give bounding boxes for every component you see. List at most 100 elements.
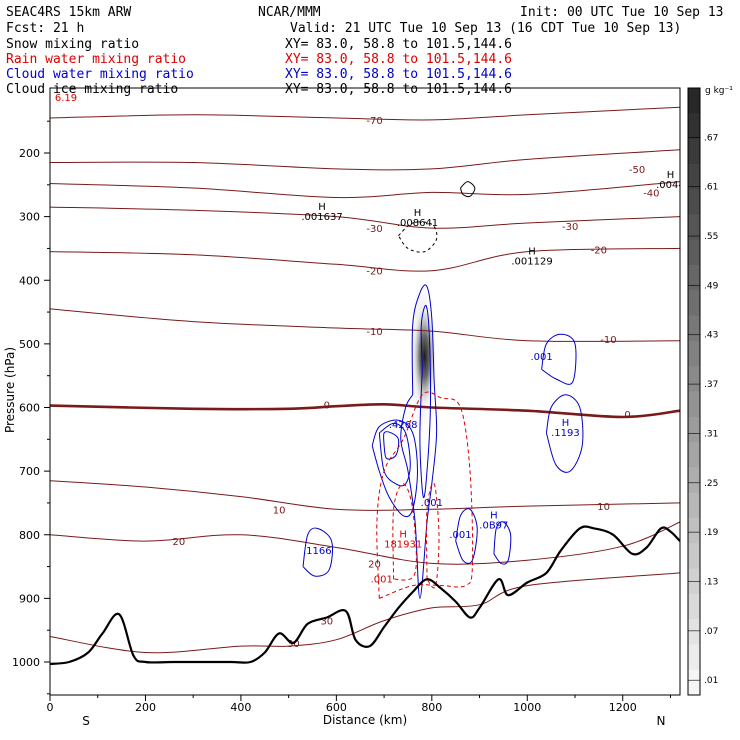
- field-xy-cloud-water: XY= 83.0, 58.8 to 101.5,144.6: [285, 67, 512, 82]
- isotherm-label-extra: -20: [591, 246, 607, 257]
- colorbar-swatch: [688, 239, 700, 266]
- maximum-value: 181931: [384, 539, 422, 550]
- maximum-value: .0044: [656, 180, 685, 191]
- cloud-water-updraft-outer: [400, 284, 438, 599]
- field-name-cloud-ice: Cloud ice mixing ratio: [6, 82, 178, 97]
- isotherm-label-extra: 0: [624, 410, 630, 421]
- field-name-rain: Rain water mixing ratio: [6, 52, 186, 67]
- isotherm--10: [50, 308, 680, 342]
- colorbar-swatch: [688, 189, 700, 215]
- cloud-water-right-1: [455, 508, 478, 564]
- field-name-snow: Snow mixing ratio: [6, 37, 139, 52]
- maximum-value: .4268: [389, 420, 418, 431]
- x-tick-label: 1200: [609, 701, 637, 714]
- isotherm-label-30: 30: [320, 617, 333, 628]
- hydrometeor-contours: [302, 181, 584, 599]
- cloud-water-right-2: [493, 521, 512, 565]
- colorbar-swatch: [688, 265, 700, 291]
- y-tick-label: 400: [19, 274, 40, 287]
- terrain: [50, 525, 680, 665]
- maximum-value: .001: [530, 352, 552, 363]
- cloud-water-upper-right: [541, 333, 577, 385]
- maximum-value: .001: [449, 530, 471, 541]
- y-tick-label: 800: [19, 529, 40, 542]
- colorbar-label: .31: [704, 429, 718, 439]
- colorbar-swatch: [688, 619, 700, 645]
- x-axis-label: Distance (km): [323, 713, 407, 727]
- x-tick-label: 0: [47, 701, 54, 714]
- isotherm-label--30: -30: [366, 224, 382, 235]
- colorbar-frame: [687, 87, 701, 696]
- org-title: NCAR/MMM: [258, 5, 321, 20]
- maximum-marker: H: [562, 418, 570, 429]
- rain-core-left: [392, 483, 417, 581]
- isotherm-label-extra: -30: [562, 222, 578, 233]
- isotherm-label--40: -40: [643, 188, 659, 199]
- cloud-ice-small: [460, 181, 476, 198]
- colorbar-swatch: [688, 644, 700, 671]
- x-tick-label: 600: [326, 701, 347, 714]
- maximum-marker: H: [399, 529, 407, 540]
- isotherm-label-extra: 20: [172, 537, 185, 548]
- contour-labels: H.001637 H.008641H.001129H.0044.4268.001.…: [55, 93, 685, 585]
- isotherm-30: [50, 572, 680, 654]
- colorbar-label: .43: [704, 331, 718, 341]
- maximum-marker: H: [490, 510, 498, 521]
- isotherm-label-0: 0: [324, 400, 330, 411]
- rain-outer: [376, 391, 474, 599]
- colorbar-swatch: [688, 467, 700, 494]
- colorbar-swatch: [688, 214, 700, 241]
- colorbar-swatch: [688, 492, 700, 519]
- isotherm-0: [50, 402, 680, 419]
- y-tick-label: 300: [19, 211, 40, 224]
- y-tick-label: 200: [19, 147, 40, 160]
- cloud-water-left-1: [383, 431, 400, 460]
- colorbar-swatch: [688, 543, 700, 570]
- isotherms: -70 -50 -40 -30 -20 -10 0 10 20 30 -10 20 10 -30 -20 0 3…: [50, 106, 680, 654]
- x-tick-label: 1000: [513, 701, 541, 714]
- isotherm-label--10: -10: [366, 327, 382, 338]
- isotherm-label-10: 10: [273, 505, 286, 516]
- colorbar-swatch: [688, 366, 700, 392]
- colorbar-swatch: [688, 340, 700, 367]
- colorbar-unit: g kg⁻¹: [705, 86, 733, 96]
- rain-core-right: [426, 482, 440, 589]
- colorbar-swatch: [688, 315, 700, 342]
- maximum-value: .008641: [397, 218, 438, 229]
- maximum-value: .001: [371, 574, 393, 585]
- colorbar-label: .13: [704, 577, 718, 587]
- isotherm-label-extra: 10: [597, 502, 610, 513]
- snow-max-label: 6.19: [55, 93, 77, 104]
- maximum-value: .1166: [303, 546, 332, 557]
- isotherm--50: [50, 149, 680, 171]
- colorbar-label: .37: [704, 380, 718, 390]
- colorbar-swatch: [688, 442, 700, 468]
- colorbar-swatch: [688, 290, 700, 317]
- colorbar-label: .61: [704, 183, 718, 193]
- isotherm-label--50: -50: [629, 165, 645, 176]
- field-name-cloud-water: Cloud water mixing ratio: [6, 67, 194, 82]
- colorbar-swatch: [688, 113, 700, 140]
- isotherm-label-20: 20: [368, 559, 381, 570]
- colorbar-label: .25: [704, 479, 718, 489]
- end-label-south: S: [82, 714, 90, 728]
- isotherm--30: [50, 206, 680, 229]
- terrain-line: [50, 525, 680, 665]
- end-label-north: N: [657, 714, 666, 728]
- cloud-ice-top: [397, 221, 438, 253]
- isotherm-label-extra: 30: [287, 639, 300, 650]
- colorbar: .67 .61 .55 .49 .43 .37 .31 .25 .19 .13 .07 .01: [687, 87, 719, 696]
- isotherm--20: [50, 247, 680, 272]
- cloud-water-mid-right: [545, 394, 584, 473]
- valid-time: Valid: 21 UTC Tue 10 Sep 13 (16 CDT Tue …: [290, 21, 681, 36]
- x-tick-label: 200: [135, 701, 156, 714]
- x-axis: 0 200 400 600 800 1000 1200: [47, 695, 671, 714]
- field-xy-rain: XY= 83.0, 58.8 to 101.5,144.6: [285, 52, 512, 67]
- colorbar-label: .55: [704, 232, 718, 242]
- cloud-water-updraft-inner: [419, 304, 432, 499]
- isotherm-label--20: -20: [366, 267, 382, 278]
- colorbar-swatch: [688, 669, 700, 696]
- x-tick-label: 800: [421, 701, 442, 714]
- colorbar-label: .49: [704, 281, 719, 291]
